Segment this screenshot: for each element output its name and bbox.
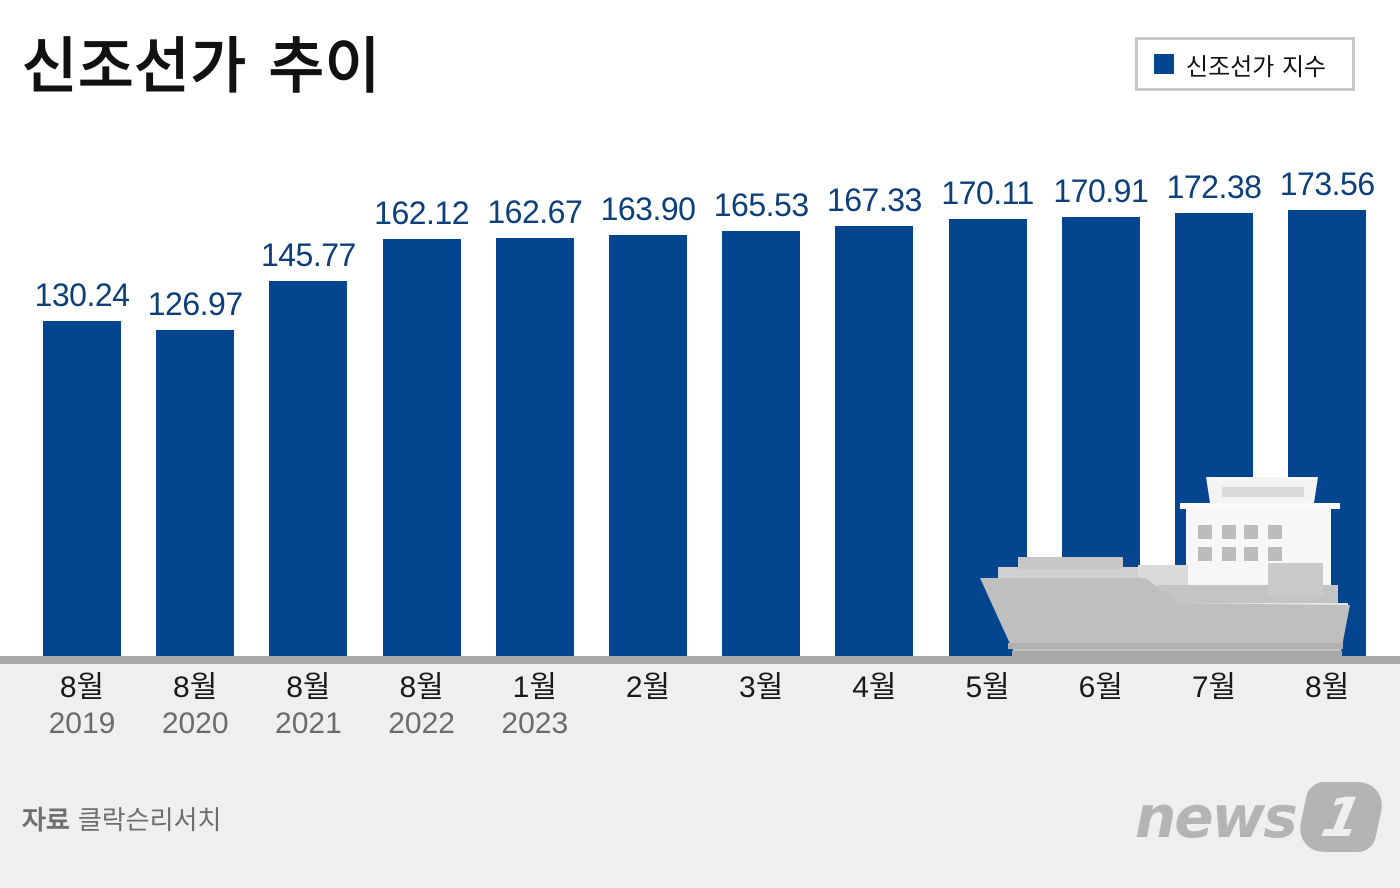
- chart-title: 신조선가 추이: [22, 32, 382, 102]
- tick-month: 6월: [1078, 671, 1123, 704]
- x-tick-label: 8월: [1272, 670, 1382, 742]
- source-note: 자료 클락슨리서치: [22, 800, 221, 837]
- x-tick-label: 5월: [933, 670, 1043, 742]
- bar: [609, 234, 687, 656]
- bar-value-label: 163.90: [600, 190, 696, 227]
- bar-value-label: 172.38: [1166, 168, 1262, 205]
- legend-label: 신조선가 지수: [1186, 52, 1327, 81]
- tick-year: 2019: [48, 707, 116, 740]
- tick-year: 2020: [161, 707, 229, 740]
- container-ship-illustration: [980, 477, 1350, 657]
- tick-month: 8월: [59, 671, 105, 704]
- tick-year: [933, 706, 1043, 742]
- tick-year: 2021: [275, 707, 342, 740]
- tick-month: 2월: [625, 671, 671, 704]
- x-tick-label: 2월: [593, 670, 703, 742]
- bar: [495, 237, 574, 656]
- bar-value-label: 167.33: [826, 181, 922, 218]
- bar-value-label: 162.67: [487, 193, 583, 230]
- bar-value-label: 173.56: [1279, 165, 1375, 202]
- bar: [156, 329, 235, 656]
- news1-logo: news 1: [1135, 782, 1388, 852]
- x-tick-label: 8월 2019: [27, 670, 137, 742]
- bar-value-label: 145.77: [260, 237, 356, 274]
- tick-month: 8월: [399, 671, 444, 704]
- bar-value-label: 130.24: [34, 277, 130, 314]
- legend-swatch: [1154, 54, 1174, 74]
- logo-text: news: [1135, 783, 1298, 851]
- tick-month: 8월: [1305, 671, 1350, 704]
- tick-month: 5월: [965, 671, 1010, 704]
- x-tick-label: 3월: [706, 670, 816, 742]
- tick-year: [706, 706, 816, 742]
- footer-band: [0, 664, 1400, 888]
- bar-value-label: 165.53: [713, 186, 809, 223]
- tick-year: [1046, 706, 1156, 742]
- tick-year: 2023: [501, 707, 569, 740]
- bar: [382, 239, 461, 656]
- bar-plot-area: 130.24 126.97 145.77 162.12 162.67 163.90 165.…: [34, 165, 1375, 656]
- x-tick-label: 1월 2023: [480, 670, 590, 742]
- tick-year: 2022: [388, 707, 455, 740]
- x-tick-label: 7월: [1159, 670, 1269, 742]
- x-axis-baseline: [0, 656, 1400, 664]
- logo-mark: 1: [1294, 782, 1388, 852]
- x-tick-label: 6월: [1046, 670, 1156, 742]
- tick-month: 7월: [1191, 671, 1237, 704]
- legend: 신조선가 지수: [1135, 37, 1355, 91]
- bar-value-label: 162.12: [374, 195, 470, 232]
- bar: [722, 230, 801, 656]
- bar: [43, 321, 121, 656]
- x-tick-label: 8월 2021: [253, 670, 363, 742]
- bar: [835, 225, 914, 656]
- source-name: 클락슨리서치: [77, 806, 222, 836]
- tick-month: 1월: [512, 671, 557, 704]
- tick-year: [1272, 706, 1382, 742]
- tick-year: [1159, 706, 1269, 742]
- x-tick-label: 8월 2022: [367, 670, 477, 742]
- tick-month: 8월: [173, 671, 218, 704]
- tick-month: 8월: [286, 671, 331, 704]
- x-tick-label: 8월 2020: [140, 670, 250, 742]
- bar-value-label: 126.97: [147, 285, 243, 322]
- x-tick-label: 4월: [819, 670, 929, 742]
- source-label: 자료: [22, 806, 70, 836]
- tick-month: 4월: [852, 671, 897, 704]
- bar: [269, 281, 348, 656]
- tick-year: [819, 706, 929, 742]
- tick-month: 3월: [739, 671, 784, 704]
- tick-year: [593, 706, 703, 742]
- bar-value-label: 170.91: [1053, 172, 1149, 209]
- bar-value-label: 170.11: [941, 174, 1034, 211]
